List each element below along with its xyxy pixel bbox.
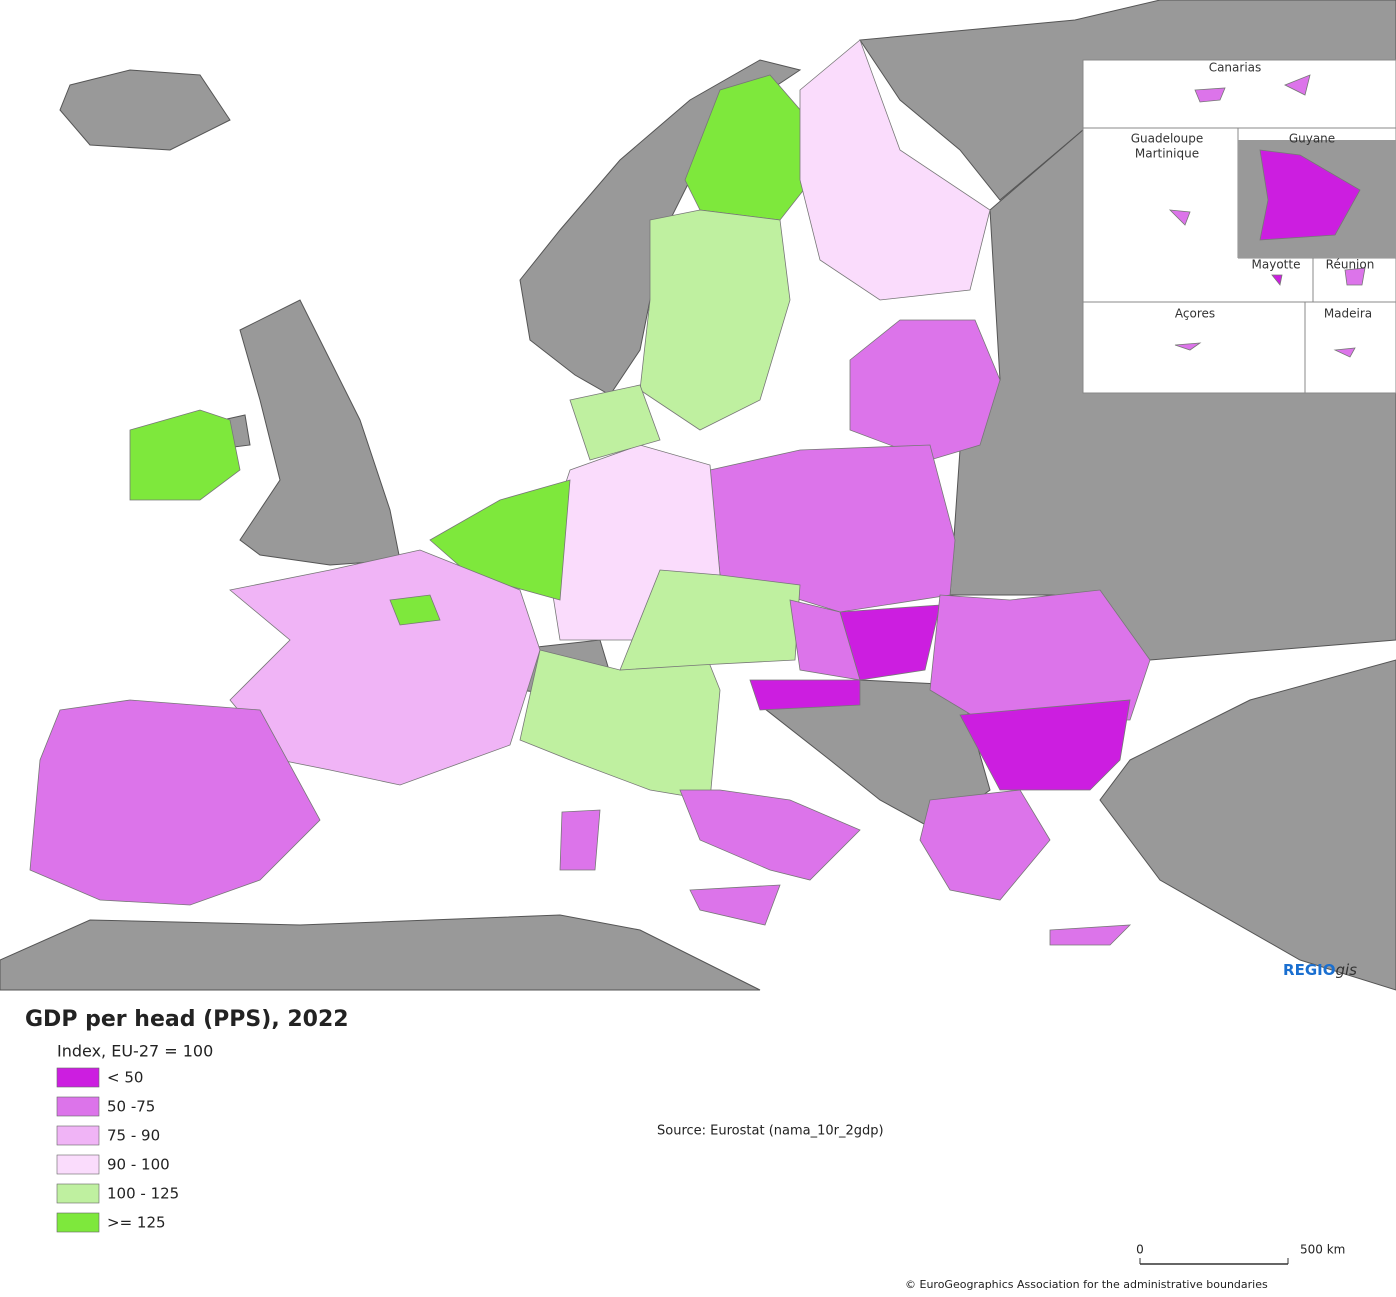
region — [799, 39, 991, 301]
region — [919, 789, 1051, 901]
region — [29, 699, 321, 906]
region — [1271, 274, 1283, 286]
region — [689, 884, 781, 926]
inset-label: Martinique — [1135, 147, 1199, 161]
region — [129, 409, 241, 501]
region — [1194, 87, 1226, 103]
logo-italic: gis — [1335, 961, 1357, 979]
legend-label: 75 - 90 — [107, 1127, 160, 1145]
region — [1344, 267, 1366, 286]
region — [849, 319, 1001, 461]
north-africa — [0, 914, 761, 991]
legend-swatch — [56, 1067, 100, 1088]
title: GDP per head (PPS), 2022 — [25, 1007, 349, 1032]
legend-label: 100 - 125 — [107, 1185, 179, 1203]
region — [929, 589, 1151, 721]
iceland — [59, 69, 231, 151]
legend-label: < 50 — [107, 1069, 143, 1087]
inset-label: Mayotte — [1252, 258, 1301, 272]
region — [1333, 347, 1356, 358]
region — [229, 549, 541, 786]
region — [1174, 342, 1202, 351]
inset-label: Guyane — [1289, 132, 1335, 146]
legend-swatch — [56, 1183, 100, 1204]
credit: © EuroGeographics Association for the ad… — [905, 1278, 1268, 1291]
inset-label: Réunion — [1326, 258, 1375, 272]
legend-label: 50 -75 — [107, 1098, 155, 1116]
legend-swatch — [56, 1096, 100, 1117]
legend-label: >= 125 — [107, 1214, 166, 1232]
source: Source: Eurostat (nama_10r_2gdp) — [657, 1124, 884, 1139]
region — [1259, 149, 1361, 241]
turkey — [1099, 659, 1396, 991]
region — [959, 699, 1131, 791]
region — [1049, 924, 1132, 946]
non-eu-land — [0, 0, 1396, 991]
inset-label: Canarias — [1209, 61, 1262, 75]
eu-regions — [29, 39, 1151, 946]
inset-label: Guadeloupe — [1131, 132, 1204, 146]
region — [1284, 74, 1311, 96]
logo: REGIOgis — [1283, 961, 1357, 979]
region — [639, 209, 791, 431]
region — [569, 384, 661, 461]
legend-swatch — [56, 1212, 100, 1233]
region — [679, 789, 861, 881]
legend-label: 90 - 100 — [107, 1156, 170, 1174]
region — [619, 569, 801, 671]
logo-main: REGIO — [1283, 961, 1335, 979]
legend-swatch — [56, 1154, 100, 1175]
region — [749, 679, 861, 711]
region — [1168, 209, 1191, 226]
region — [559, 809, 601, 871]
legend-swatch — [56, 1125, 100, 1146]
scale-label: 0 — [1136, 1243, 1144, 1257]
legend: < 50 50 -75 75 - 90 90 - 100 100 - 125 >= 125 — [56, 1067, 179, 1233]
subtitle: Index, EU-27 = 100 — [57, 1042, 213, 1061]
scale-label: 500 km — [1300, 1243, 1345, 1257]
inset-label: Açores — [1175, 307, 1215, 321]
inset-label: Madeira — [1324, 307, 1372, 321]
region — [389, 594, 441, 626]
